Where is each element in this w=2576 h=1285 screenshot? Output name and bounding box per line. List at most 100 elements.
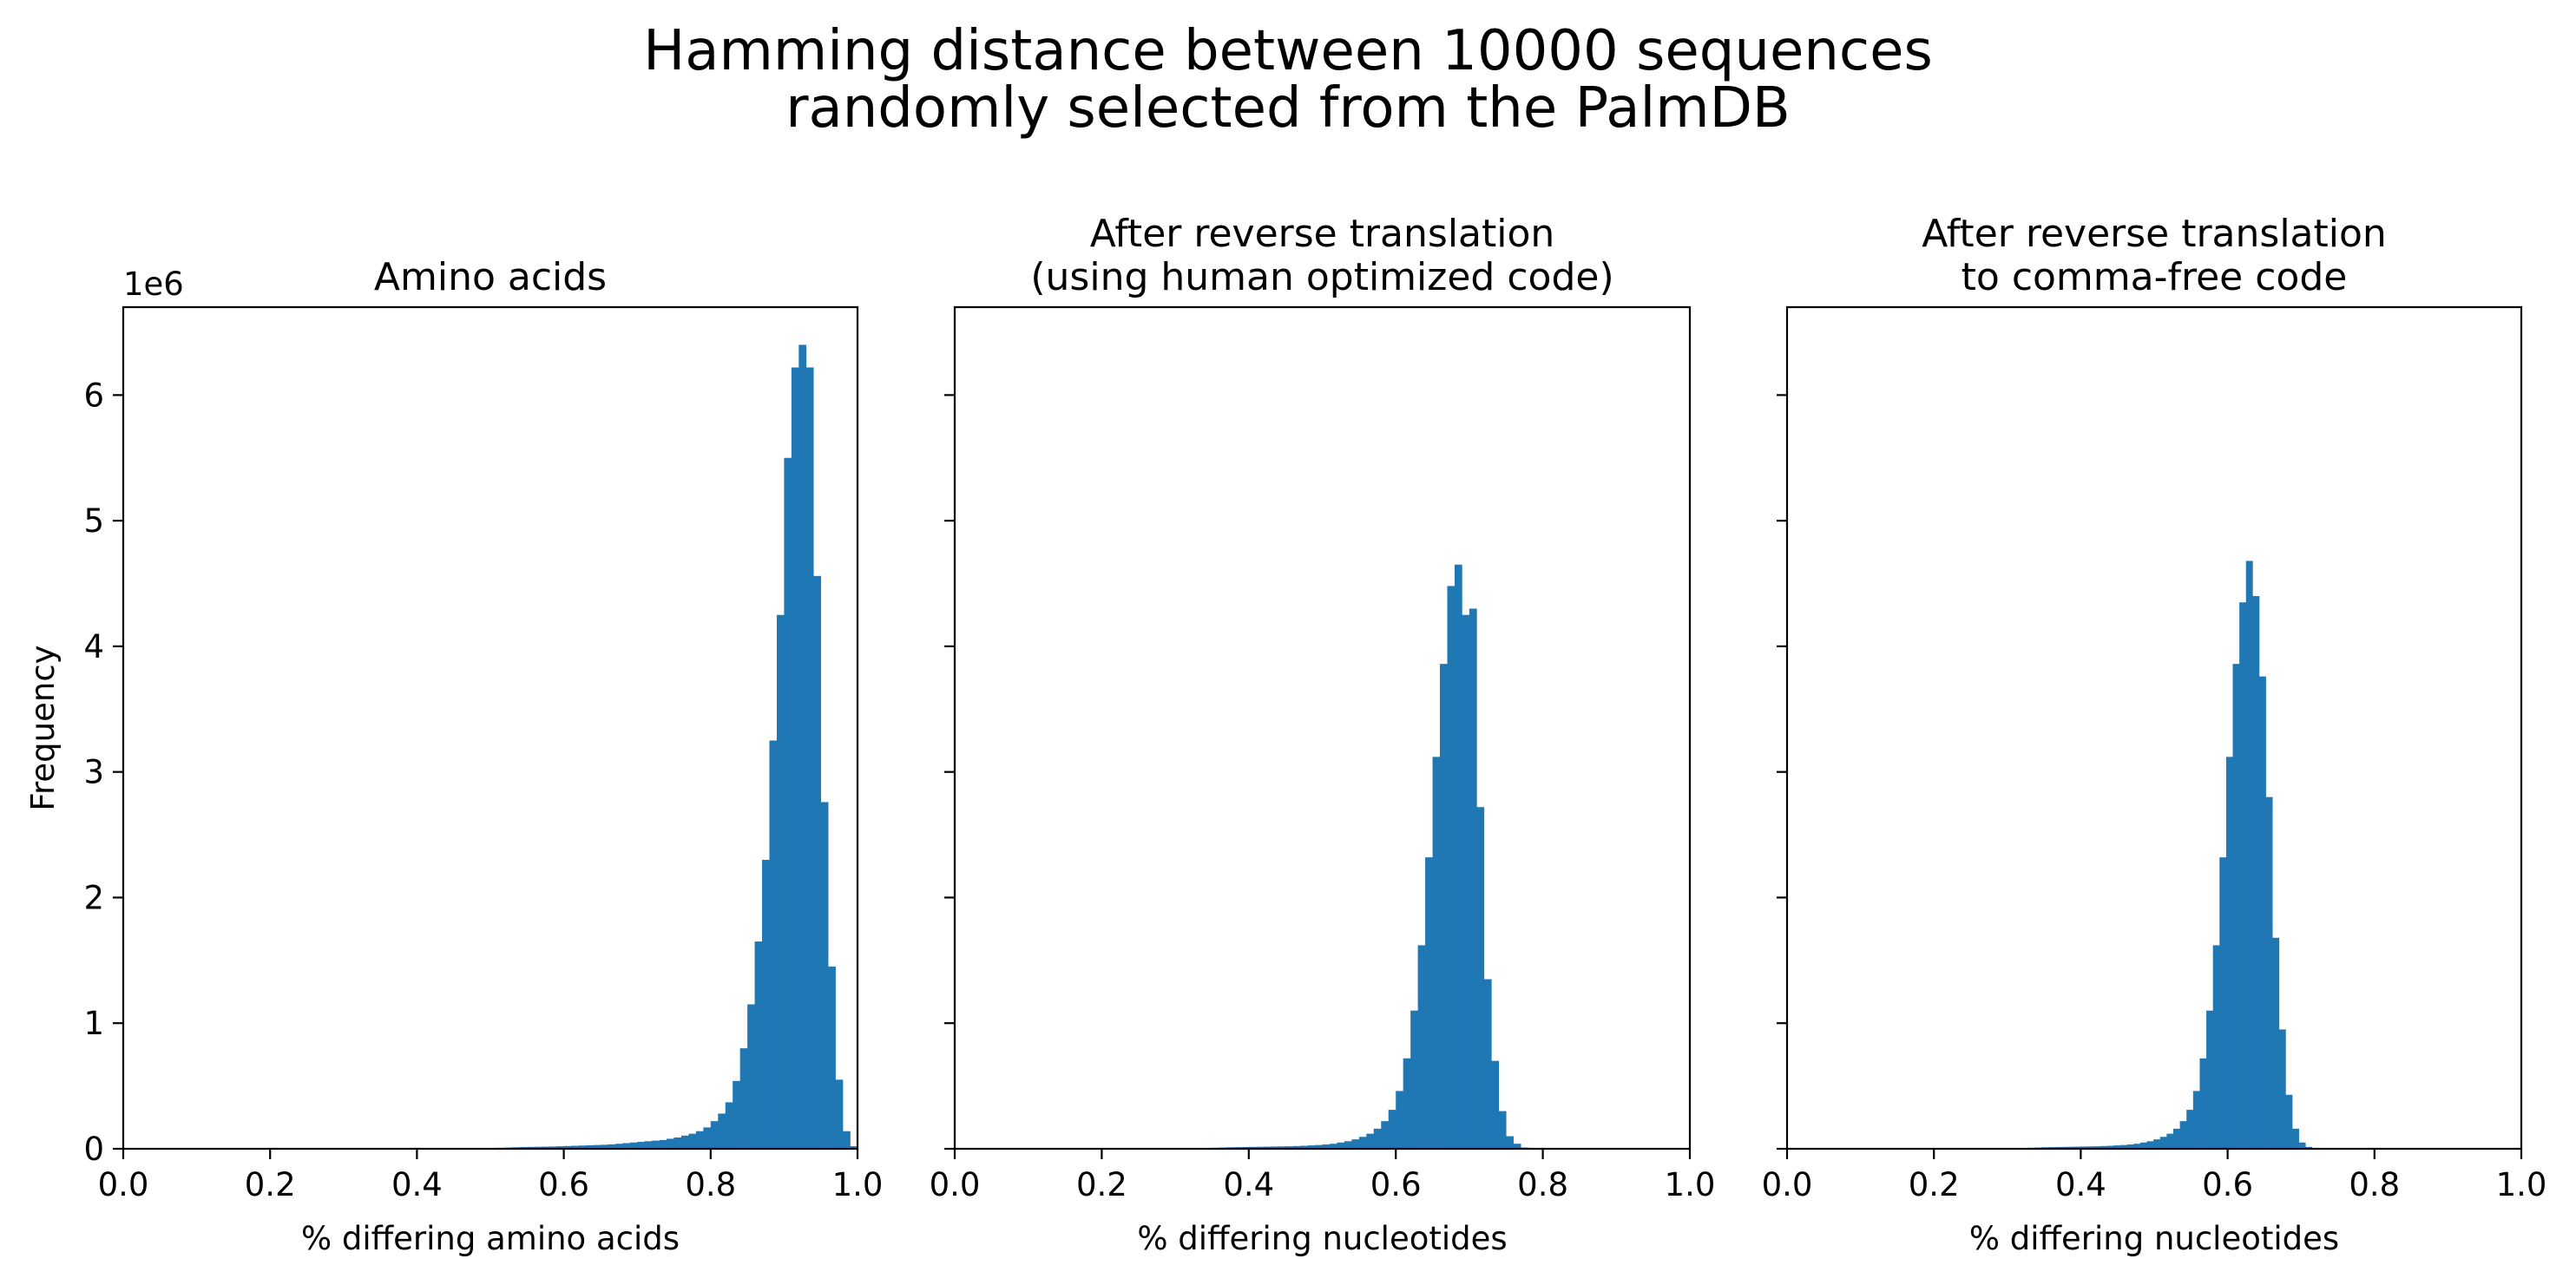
chart-1-bar [703,1127,712,1149]
chart-1-xlabel: % differing amino acids [301,1220,680,1257]
chart-1-title-line-1: Amino acids [374,255,607,299]
chart-2-xtick-label: 0.0 [930,1166,981,1203]
chart-1-ytick-label: 4 [83,628,104,665]
chart-1-bar [652,1140,660,1149]
chart-1-ytick-label: 6 [83,377,104,414]
chart-2-bar [1381,1121,1390,1149]
chart-2-bar [1483,979,1492,1149]
chart-2-title-line-2: (using human optimized code) [1030,255,1613,299]
chart-3-title-line-2: to comma-free code [1962,255,2348,299]
chart-2-bar [1447,586,1456,1149]
chart-1-xtick-label: 0.4 [391,1166,443,1203]
chart-3-xtick-label: 0.6 [2202,1166,2253,1203]
chart-3-bar [2258,676,2266,1149]
chart-1-bar [667,1138,674,1149]
chart-1-bar [629,1142,638,1149]
chart-2-bar [1476,807,1485,1149]
chart-3-bar [2173,1128,2180,1149]
chart-1-bar [578,1145,587,1149]
chart-1-bar [769,740,778,1149]
chart-1-bar [710,1121,719,1149]
chart-1-bar [850,1146,858,1149]
chart-2-bar [1417,945,1426,1149]
chart-2-bar [1307,1145,1316,1149]
chart-1-bar [542,1146,549,1149]
chart-1-bar [695,1131,704,1149]
chart-3-bar [2166,1133,2174,1149]
chart-1-ytick-label: 0 [83,1131,104,1168]
chart-2-xtick-label: 0.4 [1223,1166,1274,1203]
chart-1-ytick-label: 3 [83,754,104,791]
figure-suptitle: Hamming distance between 10000 sequences… [0,23,2576,137]
chart-2-bar [1469,608,1477,1149]
chart-3-bar [2146,1141,2154,1149]
chart-3-bar [2292,1128,2299,1149]
chart-1-bar [563,1145,572,1149]
chart-3-bar [2126,1144,2134,1149]
chart-2-title-line-1: After reverse translation [1090,212,1555,256]
chart-3-bar [2133,1144,2141,1149]
chart-3-bar [2245,561,2253,1149]
chart-1-bar [644,1141,653,1149]
chart-1-y-offset-label: 1e6 [123,266,184,303]
chart-1-bar [600,1144,608,1149]
chart-3-bar [2106,1145,2114,1149]
chart-1-bar [593,1144,601,1149]
chart-3-bar [2212,945,2220,1149]
chart-3-bar [2239,602,2247,1149]
chart-2-bar [1403,1058,1411,1149]
chart-1-bar [674,1137,682,1149]
chart-2-bar [1491,1060,1500,1149]
chart-3-bar [2199,1058,2207,1149]
chart-2-bar [1462,614,1470,1149]
chart-3-bar [2093,1146,2101,1149]
chart-1-bar [718,1113,726,1149]
chart-2-bar [1396,1091,1403,1149]
chart-1-bar [835,1079,844,1149]
chart-1-bar [614,1144,623,1149]
chart-3-bar [2219,857,2227,1149]
chart-1-bar [659,1139,667,1149]
chart-2-bar [1256,1146,1265,1149]
chart-1-ytick-label: 1 [83,1005,104,1042]
chart-3-bar [2272,937,2280,1149]
chart-3-bar [2179,1121,2187,1149]
suptitle-line-1: Hamming distance between 10000 sequences [643,19,1933,83]
chart-2-bar [1440,664,1448,1149]
chart-2-bar [1285,1146,1293,1149]
chart-1-bar [608,1144,616,1149]
chart-2-bar [1410,1010,1418,1149]
chart-2-xtick-label: 1.0 [1665,1166,1716,1203]
chart-3-bar [2113,1145,2121,1149]
chart-1-ytick-label: 5 [83,502,104,540]
chart-3-xtick-label: 0.2 [1909,1166,1960,1203]
chart-3-bar [2153,1139,2161,1149]
chart-3-bar [2265,797,2273,1149]
chart-2-bar [1498,1111,1507,1149]
chart-3-bar [2139,1142,2147,1149]
chart-2-bar [1358,1137,1367,1149]
chart-2-bar [1300,1145,1308,1149]
chart-1-bar [739,1048,748,1149]
chart-2-xtick-label: 0.2 [1076,1166,1127,1203]
chart-1-bar [637,1142,645,1149]
chart-2-bar [1366,1133,1375,1149]
chart-1-bar [843,1131,851,1149]
chart-2-bar [1513,1144,1521,1149]
chart-1-bar [754,941,763,1149]
chart-3-bar [2100,1145,2108,1149]
chart-3-bar [2159,1137,2167,1149]
chart-3-bar [2278,1029,2286,1149]
chart-2-bar [1432,757,1441,1149]
chart-2-bar [1373,1128,1382,1149]
chart-1-bar [805,367,814,1149]
chart-1-bar [776,614,785,1149]
chart-2-bar [1344,1141,1352,1149]
chart-2-bar [1292,1145,1301,1149]
chart-3-xtick-label: 1.0 [2496,1166,2547,1203]
chart-2-bar [1271,1146,1278,1149]
chart-1-bar [820,802,829,1149]
chart-1-bar [784,457,792,1149]
chart-2-bar [1337,1142,1345,1149]
